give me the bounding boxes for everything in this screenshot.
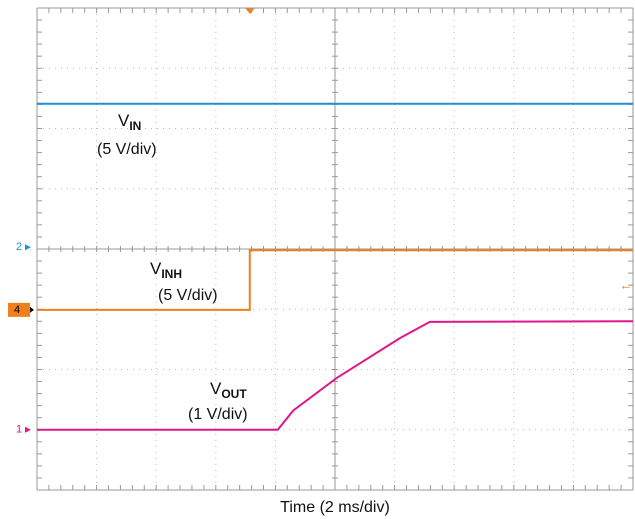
trace-label-main: V [210, 379, 222, 398]
channel-label: 2 [16, 241, 22, 253]
channel-label: 4 [14, 304, 20, 316]
trace-label: VINH [150, 259, 182, 281]
channel-arrow [25, 244, 31, 251]
trace [37, 320, 634, 431]
channel-arrow [30, 306, 34, 313]
trace-label-main: V [118, 111, 130, 130]
trace-label: VIN [118, 111, 141, 133]
trace-label-sub: IN [129, 119, 141, 133]
trace-scale: (5 V/div) [158, 287, 218, 304]
trace-scale: (1 V/div) [188, 406, 248, 423]
channel-label: 1 [16, 424, 22, 436]
trace-label-sub: INH [161, 267, 182, 281]
channel-arrow [25, 426, 31, 433]
trace-label-main: V [150, 259, 162, 278]
trace-scale: (5 V/div) [97, 141, 157, 158]
trigger-position [245, 8, 255, 14]
x-axis-label: Time (2 ms/div) [280, 499, 390, 516]
channel-box [8, 302, 30, 317]
trigger-level: ← [620, 277, 633, 292]
trace-label: VOUT [210, 379, 247, 401]
trace-label-sub: OUT [221, 387, 247, 401]
trace [37, 249, 633, 311]
